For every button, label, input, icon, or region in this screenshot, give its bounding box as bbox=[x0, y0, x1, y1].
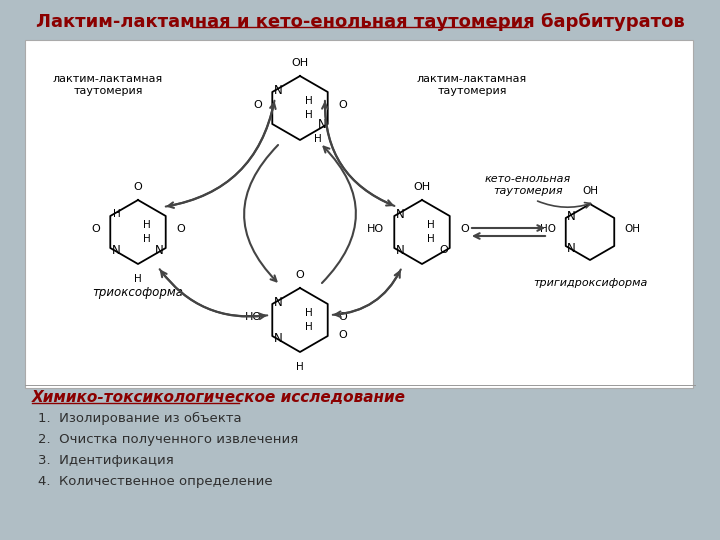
Text: H: H bbox=[427, 234, 435, 244]
Text: H: H bbox=[305, 308, 313, 318]
Text: H: H bbox=[305, 96, 313, 106]
Text: N: N bbox=[274, 84, 283, 97]
Text: H: H bbox=[113, 209, 121, 219]
Text: OH: OH bbox=[624, 224, 640, 234]
Text: Лактим-лактамная и кето-енольная таутомерия барбитуратов: Лактим-лактамная и кето-енольная таутоме… bbox=[35, 13, 685, 31]
Text: N: N bbox=[567, 241, 576, 254]
Text: O: O bbox=[253, 100, 262, 110]
Text: OH: OH bbox=[413, 182, 431, 192]
Text: Химико-токсикологическое исследование: Химико-токсикологическое исследование bbox=[32, 390, 406, 405]
Text: кето-енольная
таутомерия: кето-енольная таутомерия bbox=[485, 174, 571, 196]
Text: N: N bbox=[396, 244, 405, 256]
Text: N: N bbox=[112, 244, 121, 256]
Text: N: N bbox=[155, 244, 163, 256]
Text: 1.  Изолирование из объекта: 1. Изолирование из объекта bbox=[38, 412, 242, 425]
Text: H: H bbox=[134, 274, 142, 284]
Text: O: O bbox=[176, 224, 185, 234]
Text: O: O bbox=[439, 245, 448, 255]
Text: O: O bbox=[338, 100, 347, 110]
Text: O: O bbox=[460, 224, 469, 234]
Text: OH: OH bbox=[292, 58, 309, 68]
FancyBboxPatch shape bbox=[25, 40, 693, 388]
Text: N: N bbox=[274, 295, 283, 308]
Text: 2.  Очистка полученного извлечения: 2. Очистка полученного извлечения bbox=[38, 433, 298, 446]
Text: O: O bbox=[91, 224, 100, 234]
Text: H: H bbox=[296, 362, 304, 372]
Text: N: N bbox=[318, 118, 327, 131]
Text: лактим-лактамная
таутомерия: лактим-лактамная таутомерия bbox=[417, 74, 527, 96]
Text: O: O bbox=[338, 330, 347, 340]
Text: N: N bbox=[567, 210, 576, 222]
Text: лактим-лактамная
таутомерия: лактим-лактамная таутомерия bbox=[53, 74, 163, 96]
Text: H: H bbox=[143, 234, 151, 244]
Text: N: N bbox=[396, 207, 405, 220]
Text: O: O bbox=[296, 270, 305, 280]
Text: H: H bbox=[305, 322, 313, 332]
Text: O: O bbox=[338, 312, 347, 322]
Text: OH: OH bbox=[582, 186, 598, 196]
Text: H: H bbox=[143, 220, 151, 230]
Text: H: H bbox=[427, 220, 435, 230]
Text: триоксоформа: триоксоформа bbox=[92, 286, 184, 299]
Text: тригидроксиформа: тригидроксиформа bbox=[533, 278, 647, 288]
Text: 4.  Количественное определение: 4. Количественное определение bbox=[38, 475, 273, 488]
Text: HO: HO bbox=[245, 312, 262, 322]
Text: N: N bbox=[274, 332, 283, 345]
Text: O: O bbox=[134, 182, 143, 192]
Text: HO: HO bbox=[367, 224, 384, 234]
Text: 3.  Идентификация: 3. Идентификация bbox=[38, 454, 174, 467]
Text: H: H bbox=[305, 110, 313, 120]
Text: HO: HO bbox=[540, 224, 556, 234]
Text: H: H bbox=[314, 134, 322, 144]
